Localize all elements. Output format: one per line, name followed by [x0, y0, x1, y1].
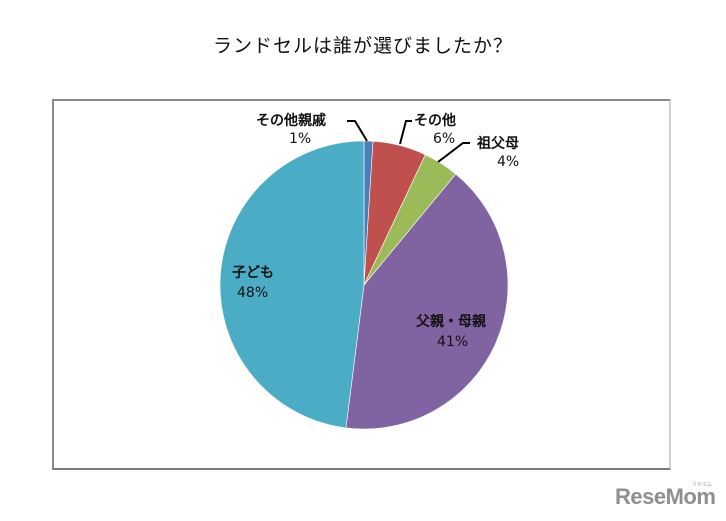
label-other: その他	[414, 113, 456, 129]
resemom-logo-sub: リセマム	[692, 482, 713, 488]
pie-slice-3	[345, 173, 509, 430]
pct-grandparents: 4%	[497, 154, 520, 170]
pct-relatives: 1%	[289, 131, 312, 147]
chart-title: ランドセルは誰が選びましたか？	[212, 35, 513, 57]
label-child: 子ども	[232, 265, 274, 281]
label-grandparents: 祖父母	[477, 136, 519, 152]
pct-parents: 41%	[437, 334, 469, 350]
leader-line-grandparents	[437, 142, 470, 163]
leader-line-relatives	[347, 120, 368, 142]
pct-other: 6%	[433, 131, 456, 147]
label-parents: 父親・母親	[416, 314, 486, 330]
pie-slice-4	[219, 140, 365, 429]
pct-child: 48%	[237, 285, 269, 301]
pie-slices	[219, 140, 509, 430]
label-relatives: その他親戚	[256, 113, 326, 129]
leader-line-other	[399, 120, 412, 145]
chart-frame	[52, 99, 671, 470]
leader-lines	[347, 120, 470, 163]
resemom-logo: ReseMom	[615, 484, 716, 509]
